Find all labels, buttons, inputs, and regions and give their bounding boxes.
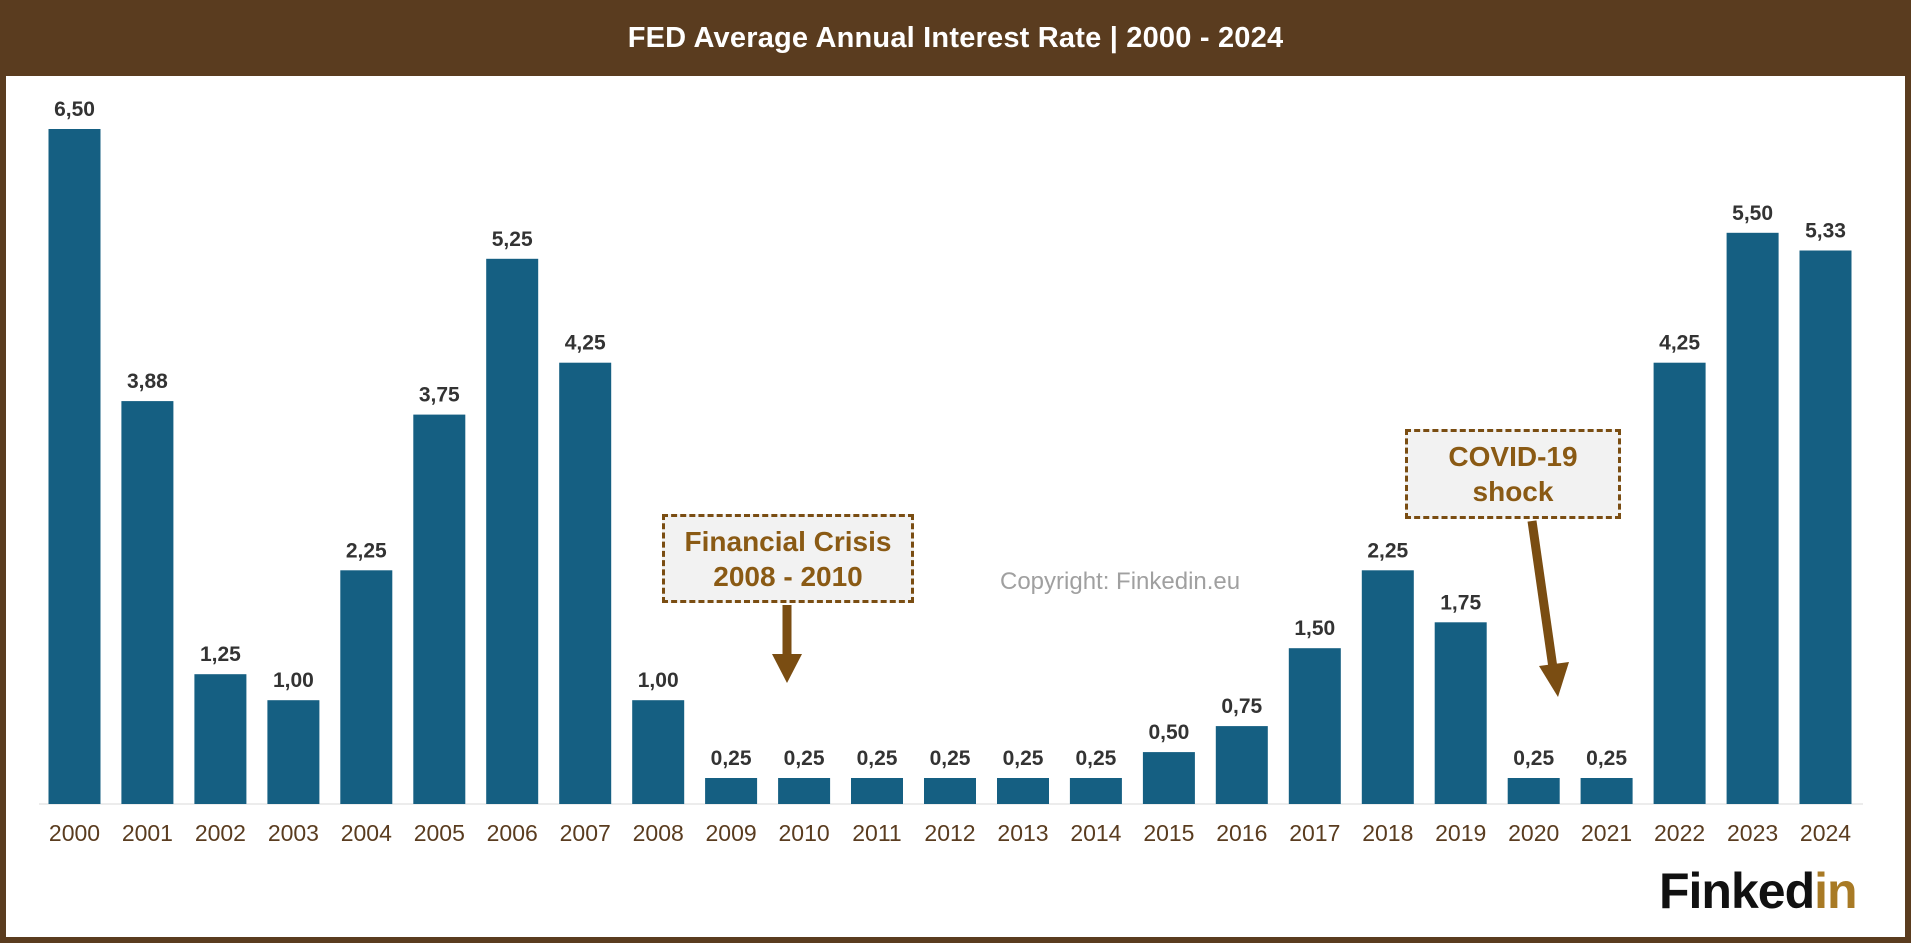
x-tick-label-2001: 2001 <box>122 820 173 846</box>
value-label-2018: 2,25 <box>1367 539 1408 562</box>
x-tick-label-2021: 2021 <box>1581 820 1632 846</box>
bar-2000 <box>48 129 101 804</box>
x-tick-label-2008: 2008 <box>633 820 684 846</box>
value-label-2008: 1,00 <box>638 669 679 692</box>
x-tick-label-2016: 2016 <box>1216 820 1267 846</box>
x-tick-label-2000: 2000 <box>49 820 100 846</box>
x-tick-label-2022: 2022 <box>1654 820 1705 846</box>
value-label-2022: 4,25 <box>1659 332 1700 355</box>
bar-2011 <box>851 778 903 804</box>
bar-2005 <box>413 414 466 804</box>
bar-2015 <box>1142 752 1195 804</box>
value-label-2007: 4,25 <box>565 332 606 355</box>
x-tick-label-2009: 2009 <box>706 820 757 846</box>
bar-2018 <box>1361 570 1414 804</box>
value-label-2001: 3,88 <box>127 370 168 393</box>
value-label-2009: 0,25 <box>711 747 752 770</box>
bar-2003 <box>267 700 320 804</box>
value-label-2006: 5,25 <box>492 228 533 251</box>
copyright-text: Copyright: Finkedin.eu <box>1000 568 1241 595</box>
x-tick-label-2015: 2015 <box>1143 820 1194 846</box>
bar-2001 <box>121 401 174 804</box>
x-tick-label-2024: 2024 <box>1800 820 1851 846</box>
bar-2014 <box>1069 778 1122 804</box>
bar-2007 <box>559 362 612 804</box>
value-label-2021: 0,25 <box>1586 747 1627 770</box>
value-label-2019: 1,75 <box>1440 591 1481 614</box>
bar-2010 <box>778 778 831 804</box>
value-label-2016: 0,75 <box>1221 695 1262 718</box>
financial-crisis-line1: Financial Crisis <box>684 525 892 557</box>
financial-crisis-annotation: Financial Crisis 2008 - 2010 <box>662 514 914 603</box>
bar-2020 <box>1507 778 1560 804</box>
x-tick-label-2004: 2004 <box>341 820 392 846</box>
x-tick-label-2023: 2023 <box>1727 820 1778 846</box>
x-tick-label-2013: 2013 <box>997 820 1048 846</box>
x-tick-label-2019: 2019 <box>1435 820 1486 846</box>
bar-2019 <box>1434 622 1487 804</box>
finkedin-logo: Finkedin <box>1659 862 1858 920</box>
bar-2017 <box>1288 648 1341 804</box>
x-tick-label-2007: 2007 <box>560 820 611 846</box>
x-tick-label-2012: 2012 <box>924 820 975 846</box>
covid-arrow-head <box>1539 662 1569 697</box>
value-label-2014: 0,25 <box>1075 747 1116 770</box>
covid-line1: COVID-19 <box>1448 441 1578 472</box>
financial-crisis-line2: 2008 - 2010 <box>713 560 863 592</box>
value-label-2023: 5,50 <box>1732 202 1773 225</box>
covid-line2: shock <box>1472 476 1554 507</box>
bar-2024 <box>1799 250 1852 804</box>
value-label-2002: 1,25 <box>200 643 241 666</box>
logo-main-text: Finked <box>1659 863 1815 919</box>
value-label-2024: 5,33 <box>1805 220 1846 243</box>
x-tick-label-2014: 2014 <box>1070 820 1121 846</box>
x-tick-label-2010: 2010 <box>779 820 830 846</box>
bar-2013 <box>997 778 1049 804</box>
covid-annotation: COVID-19 shock <box>1405 429 1621 519</box>
bar-2006 <box>486 258 539 804</box>
value-label-2005: 3,75 <box>419 384 460 407</box>
value-label-2013: 0,25 <box>1003 747 1044 770</box>
bar-2016 <box>1215 726 1268 804</box>
value-label-2012: 0,25 <box>930 747 971 770</box>
bar-2012 <box>924 778 976 804</box>
value-label-2000: 6,50 <box>54 98 95 121</box>
bar-2009 <box>705 778 758 804</box>
x-tick-label-2002: 2002 <box>195 820 246 846</box>
x-tick-label-2006: 2006 <box>487 820 538 846</box>
value-label-2004: 2,25 <box>346 539 387 562</box>
covid-arrow-shaft <box>1527 520 1558 669</box>
bar-2008 <box>632 700 685 804</box>
bar-2004 <box>340 570 393 804</box>
value-label-2003: 1,00 <box>273 669 314 692</box>
x-tick-label-2011: 2011 <box>852 820 901 846</box>
value-label-2011: 0,25 <box>857 747 898 770</box>
x-tick-label-2018: 2018 <box>1362 820 1413 846</box>
value-label-2015: 0,50 <box>1148 721 1189 744</box>
bar-2021 <box>1580 778 1633 804</box>
x-tick-label-2003: 2003 <box>268 820 319 846</box>
value-label-2017: 1,50 <box>1294 617 1335 640</box>
logo-accent-text: in <box>1814 863 1857 919</box>
chart-title: FED Average Annual Interest Rate | 2000 … <box>627 21 1284 54</box>
value-label-2020: 0,25 <box>1513 747 1554 770</box>
x-tick-label-2005: 2005 <box>414 820 465 846</box>
bar-2023 <box>1726 232 1779 805</box>
value-label-2010: 0,25 <box>784 747 825 770</box>
x-tick-label-2020: 2020 <box>1508 820 1559 846</box>
bar-2022 <box>1653 362 1706 804</box>
financial-crisis-arrow-head <box>772 654 802 683</box>
x-tick-label-2017: 2017 <box>1289 820 1340 846</box>
bar-2002 <box>194 674 247 804</box>
